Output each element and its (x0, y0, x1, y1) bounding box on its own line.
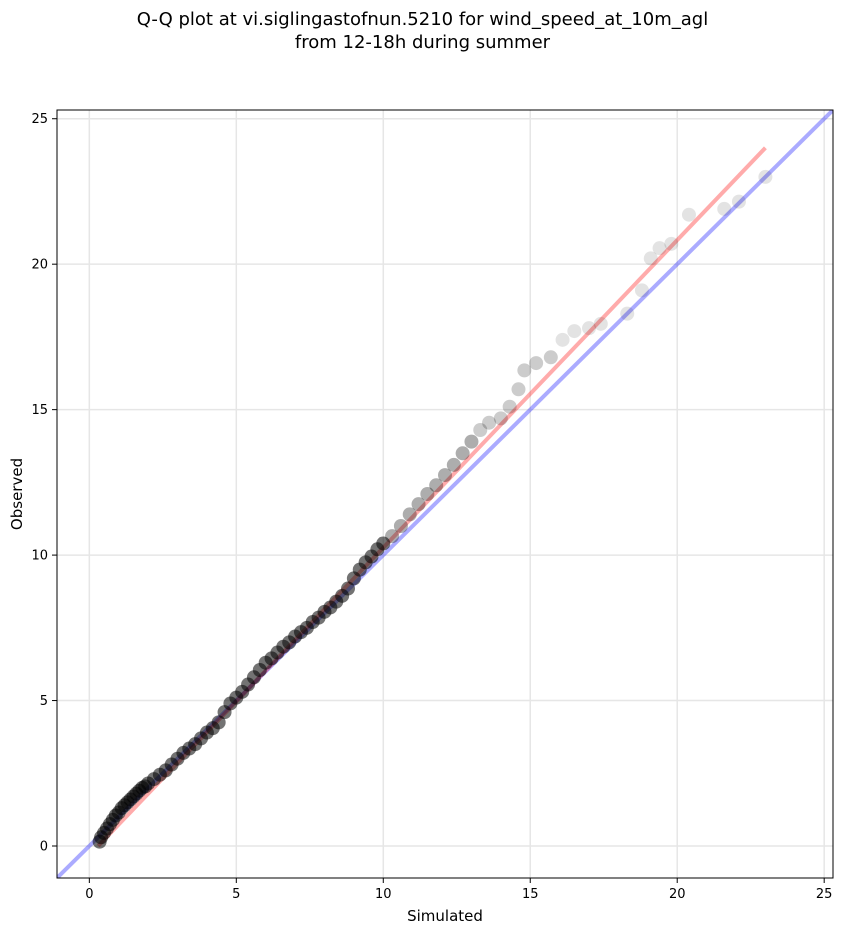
x-tick-label: 20 (669, 887, 686, 902)
qq-point-29 (211, 715, 226, 730)
y-tick-label: 0 (40, 840, 48, 855)
chart-title-line1: Q-Q plot at vi.siglingastofnun.5210 for … (136, 9, 709, 30)
qq-point-84 (664, 236, 679, 251)
qq-point-70 (493, 411, 508, 426)
x-axis-label: Simulated (407, 907, 483, 925)
qq-point-83 (652, 241, 667, 256)
qq-point-73 (517, 363, 532, 378)
qq-point-72 (511, 382, 526, 397)
qq-point-60 (402, 507, 417, 522)
chart-title: Q-Q plot at vi.siglingastofnun.5210 for … (0, 8, 845, 54)
qq-point-57 (376, 536, 391, 551)
qq-point-88 (758, 169, 773, 184)
y-tick-label: 15 (31, 403, 48, 418)
qq-point-82 (643, 251, 658, 266)
x-tick-label: 25 (816, 887, 833, 902)
qq-point-77 (567, 324, 582, 339)
y-tick-label: 10 (31, 549, 48, 564)
qq-point-64 (438, 468, 452, 483)
qq-point-63 (429, 478, 444, 493)
grid (57, 110, 833, 878)
qq-point-74 (529, 356, 544, 371)
qq-point-65 (446, 457, 461, 472)
qq-point-68 (473, 423, 488, 437)
qq-point-62 (420, 487, 435, 501)
qq-point-79 (593, 316, 608, 331)
y-tick-label: 25 (31, 112, 48, 127)
qq-point-67 (464, 434, 479, 449)
qq-point-58 (385, 529, 400, 544)
data-points (92, 169, 773, 849)
y-tick-label: 5 (40, 694, 48, 709)
qq-point-71 (502, 399, 517, 414)
qq-point-59 (393, 519, 408, 533)
qq-point-87 (731, 194, 746, 209)
qq-point-81 (634, 283, 649, 298)
qq-point-76 (555, 332, 570, 347)
plot-frame (56, 109, 834, 879)
x-tick-label: 15 (522, 887, 539, 902)
qq-point-78 (582, 321, 597, 336)
qq-point-75 (543, 350, 558, 365)
y-axis-label: Observed (8, 458, 26, 530)
qq-point-66 (455, 446, 470, 461)
qq-point-85 (681, 207, 696, 222)
x-tick-label: 10 (375, 887, 392, 902)
axes: 0 5 10 15 20 25 0 5 10 15 20 25 (31, 112, 832, 902)
qq-point-61 (411, 497, 426, 512)
qq-point-51 (341, 581, 355, 596)
x-tick-label: 0 (85, 887, 93, 902)
qq-point-86 (717, 201, 732, 216)
x-tick-label: 5 (232, 887, 240, 902)
chart-title-line2: from 12-18h during summer (294, 32, 551, 53)
y-tick-label: 20 (31, 258, 48, 273)
qq-point-80 (620, 306, 635, 321)
qq-point-69 (482, 415, 497, 430)
